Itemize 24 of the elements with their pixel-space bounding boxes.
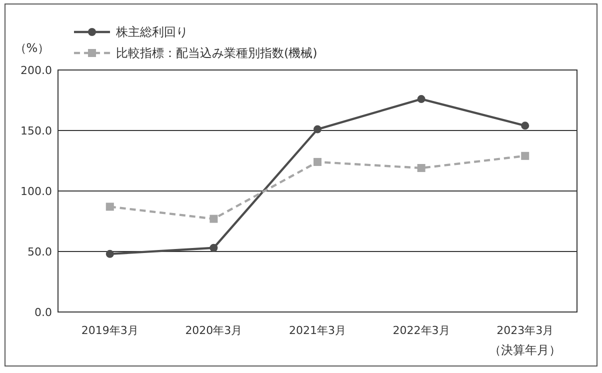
- point: [417, 164, 426, 172]
- x-tick-label: 2019年3月: [81, 324, 138, 337]
- point: [106, 250, 114, 258]
- y-tick-label: 50.0: [28, 246, 52, 258]
- x-tick-label: 2022年3月: [392, 324, 450, 337]
- point: [210, 244, 218, 252]
- point: [521, 152, 530, 160]
- y-axis-title: （%）: [14, 41, 50, 55]
- point: [521, 122, 530, 130]
- x-tick-label: 2020年3月: [185, 324, 242, 337]
- x-tick-label: 2021年3月: [289, 324, 346, 337]
- point: [106, 202, 114, 211]
- point: [314, 158, 322, 166]
- y-tick-label: 0.0: [34, 306, 52, 319]
- y-tick-label: 200.0: [20, 64, 52, 77]
- point: [210, 214, 218, 223]
- y-tick-label: 150.0: [20, 124, 52, 138]
- point: [417, 95, 426, 104]
- x-tick-label: 2023年3月: [496, 324, 554, 337]
- x-axis-title: （決算年月）: [489, 343, 562, 357]
- point: [314, 125, 322, 134]
- legend-label: 株主総利回り: [115, 25, 188, 39]
- y-tick-label: 100.0: [20, 185, 52, 198]
- legend-label: 比較指標：配当込み業種別指数(機械): [116, 46, 318, 60]
